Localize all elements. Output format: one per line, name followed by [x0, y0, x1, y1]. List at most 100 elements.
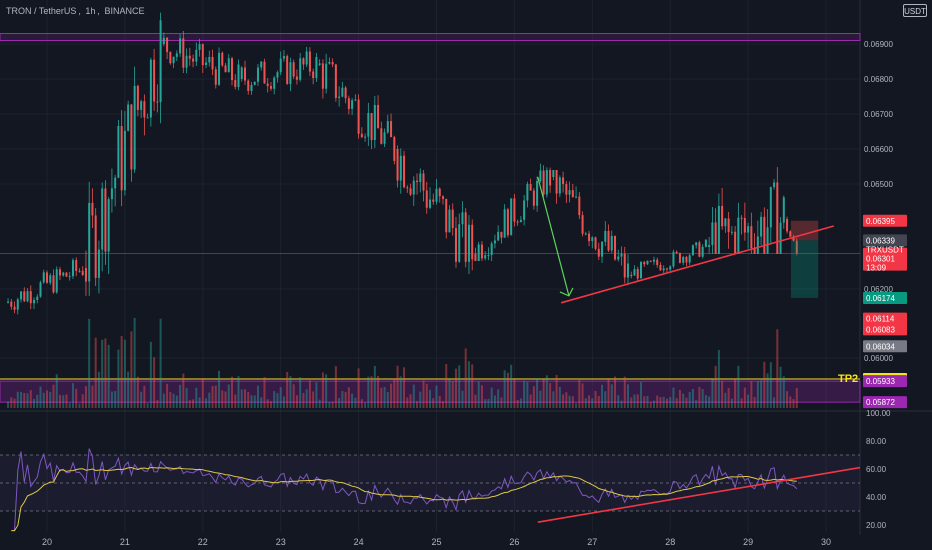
volume-bar	[766, 373, 769, 408]
candle-body	[10, 301, 13, 307]
volume-bar	[464, 348, 467, 408]
candle-body	[195, 49, 198, 62]
candle-body	[441, 196, 444, 199]
candle-body	[312, 71, 315, 79]
volume-bar	[403, 367, 406, 408]
candle-body	[779, 222, 782, 254]
volume-bar	[536, 378, 539, 408]
volume-bar	[227, 384, 230, 408]
volume-bar	[295, 395, 298, 408]
candle-body	[143, 101, 146, 118]
volume-bar	[789, 396, 792, 408]
candle-body	[497, 231, 500, 241]
candle-body	[58, 269, 61, 276]
volume-bar	[626, 384, 630, 408]
volume-bar	[721, 380, 724, 408]
candle-body	[724, 218, 727, 227]
volume-bar	[75, 388, 78, 408]
volume-bar	[542, 379, 545, 408]
volume-bar	[328, 401, 331, 408]
volume-bar	[133, 317, 136, 408]
volume-bar	[279, 387, 282, 408]
candle-body	[269, 86, 272, 89]
candle-body	[299, 58, 302, 80]
volume-bar	[269, 401, 272, 408]
volume-bar	[299, 377, 302, 408]
candle-body	[380, 128, 383, 144]
candle-body	[727, 218, 730, 233]
currency-button[interactable]: USDT	[903, 4, 927, 17]
price-label-bg	[863, 214, 907, 227]
volume-bar	[292, 384, 295, 408]
candle-body	[45, 272, 49, 283]
candle-body	[678, 252, 681, 263]
volume-bar	[685, 397, 688, 408]
volume-bar	[68, 402, 71, 408]
candle-body	[78, 270, 81, 272]
candle-body	[500, 231, 503, 238]
volume-bar	[182, 373, 185, 408]
volume-bar	[753, 397, 756, 408]
volume-bar	[445, 364, 448, 408]
volume-bar	[704, 395, 707, 408]
candle-body	[461, 212, 464, 225]
volume-bar	[393, 378, 396, 408]
volume-bar	[786, 391, 789, 408]
candle-body	[13, 306, 16, 310]
candle-body	[438, 188, 441, 197]
candle-body	[253, 81, 256, 85]
volume-bar	[65, 394, 68, 408]
candle-body	[201, 44, 204, 66]
candle-body	[623, 253, 626, 278]
candle-body	[730, 231, 733, 233]
candle-body	[120, 126, 123, 191]
volume-bar	[55, 374, 58, 408]
candle-body	[506, 209, 509, 236]
volume-bar	[435, 385, 438, 408]
volume-bar	[594, 390, 597, 408]
volume-bar	[575, 403, 578, 408]
x-tick-label: 30	[821, 537, 831, 547]
volume-bar	[130, 331, 133, 408]
volume-bar	[760, 380, 763, 408]
volume-bar	[81, 394, 84, 408]
volume-bar	[224, 391, 227, 408]
volume-bar	[175, 395, 178, 408]
candle-body	[286, 56, 289, 84]
candle-body	[393, 137, 396, 161]
candle-body	[49, 275, 52, 283]
candle-body	[344, 87, 347, 99]
volume-bar	[331, 401, 334, 408]
candle-body	[604, 230, 607, 242]
volume-bar	[730, 398, 733, 408]
volume-bar	[503, 370, 506, 408]
candle-body	[185, 55, 188, 68]
candle-body	[243, 67, 247, 81]
volume-bar	[708, 396, 711, 408]
candle-body	[94, 215, 97, 278]
candle-body	[71, 260, 74, 277]
volume-bar	[711, 379, 714, 408]
volume-bar	[409, 394, 412, 408]
candle-body	[263, 61, 266, 84]
rsi-tick-label: 80.00	[866, 437, 887, 446]
candle-body	[435, 188, 438, 202]
volume-bar	[701, 389, 704, 408]
candle-body	[591, 237, 594, 242]
volume-bar	[16, 391, 19, 408]
candle-body	[198, 44, 201, 50]
support-zone	[0, 380, 861, 403]
candle-body	[519, 219, 522, 223]
volume-bar	[97, 371, 100, 408]
volume-bar	[474, 394, 477, 408]
volume-bar	[172, 393, 175, 408]
candle-body	[302, 58, 305, 65]
price-tick-label: 0.06200	[864, 285, 893, 294]
candle-body	[740, 217, 743, 219]
candle-body	[383, 132, 386, 144]
candle-body	[493, 240, 496, 244]
price-label-bg	[863, 340, 907, 353]
volume-bar	[39, 386, 42, 408]
candle-body	[208, 56, 211, 63]
